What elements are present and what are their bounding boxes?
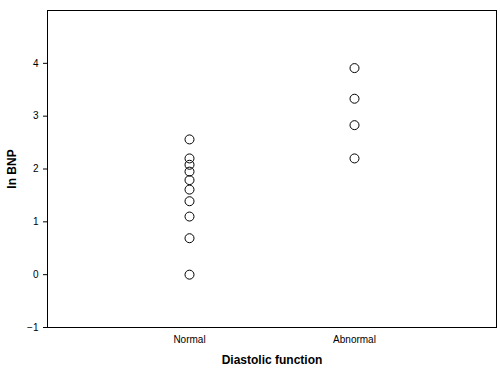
svg-text:0: 0 [33, 269, 39, 280]
svg-text:ln BNP: ln BNP [5, 149, 19, 188]
svg-text:4: 4 [33, 58, 39, 69]
svg-text:Abnormal: Abnormal [333, 334, 376, 345]
svg-text:Normal: Normal [173, 334, 205, 345]
svg-text:2: 2 [33, 163, 39, 174]
svg-text:3: 3 [33, 110, 39, 121]
svg-text:−1: −1 [27, 322, 39, 333]
svg-text:Diastolic function: Diastolic function [222, 353, 323, 367]
svg-text:1: 1 [33, 216, 39, 227]
